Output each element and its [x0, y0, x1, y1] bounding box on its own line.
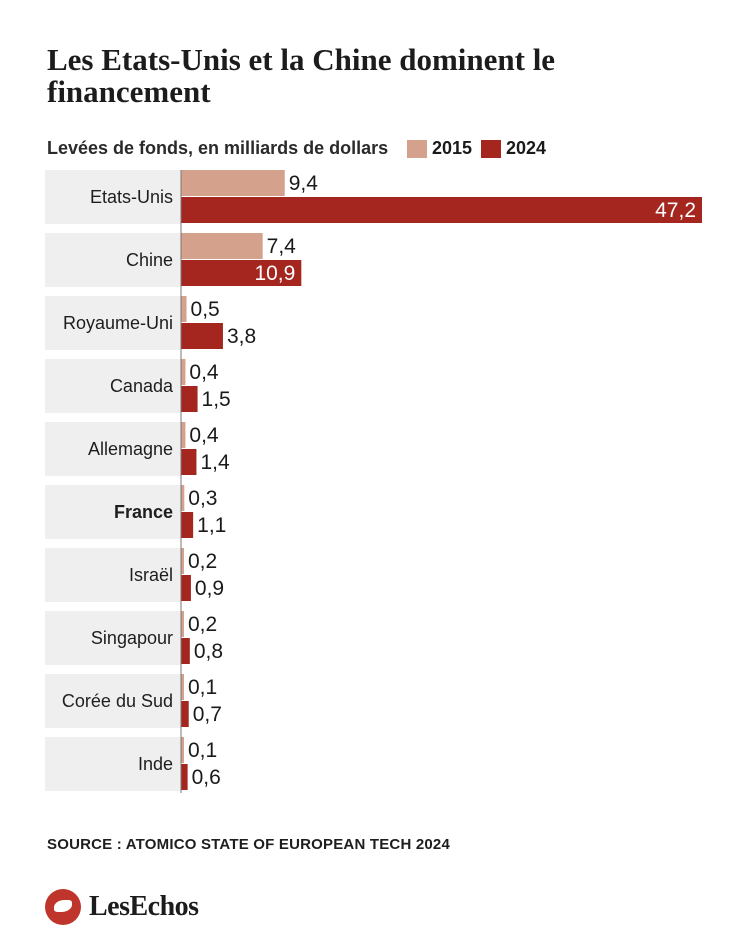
value-label-2024-royaume-uni: 3,8	[227, 325, 256, 348]
value-label-2024-chine: 10,9	[254, 262, 295, 285]
value-label-2024-singapour: 0,8	[194, 640, 223, 663]
bar-2024-france	[181, 512, 194, 538]
bar-2024-royaume-uni	[181, 323, 223, 349]
row-band-canada	[45, 359, 181, 413]
row-band-chine	[45, 233, 181, 287]
value-label-2024-canada: 1,5	[202, 388, 231, 411]
bar-2015-canada	[181, 359, 186, 385]
bar-2024-coree-du-sud	[181, 701, 189, 727]
value-label-2015-coree-du-sud: 0,1	[188, 676, 217, 699]
bar-2015-coree-du-sud	[181, 674, 184, 700]
value-label-2024-inde: 0,6	[192, 766, 221, 789]
bar-2024-allemagne	[181, 449, 197, 475]
value-label-2015-singapour: 0,2	[188, 613, 217, 636]
legend-item-2015: 2015	[407, 138, 472, 159]
category-label-israel: Israël	[129, 565, 173, 585]
bar-2024-inde	[181, 764, 188, 790]
legend-swatch-2015	[407, 139, 427, 158]
chart-subtitle: Levées de fonds, en milliards de dollars	[47, 138, 389, 158]
echos-bird-icon	[45, 889, 81, 925]
category-label-inde: Inde	[138, 754, 173, 774]
value-label-2024-allemagne: 1,4	[200, 451, 230, 474]
bar-2015-inde	[181, 737, 184, 763]
chart-title: Les Etats-Unis et la Chine dominent le f…	[47, 42, 556, 109]
value-label-2015-allemagne: 0,4	[189, 424, 219, 447]
value-label-2024-etats-unis: 47,2	[655, 199, 696, 222]
source-note: SOURCE : ATOMICO STATE OF EUROPEAN TECH …	[47, 836, 451, 853]
category-label-allemagne: Allemagne	[88, 439, 173, 459]
row-band-coree-du-sud	[45, 674, 181, 728]
bar-2015-allemagne	[181, 422, 186, 448]
row-band-etats-unis	[45, 170, 181, 224]
row-band-royaume-uni	[45, 296, 181, 350]
bar-2015-etats-unis	[181, 170, 285, 196]
category-label-coree-du-sud: Corée du Sud	[62, 691, 173, 711]
les-echos-logo: LesEchos	[45, 889, 199, 925]
category-label-canada: Canada	[110, 376, 174, 396]
bar-2024-singapour	[181, 638, 190, 664]
row-band-inde	[45, 737, 181, 791]
value-label-2024-france: 1,1	[197, 514, 226, 537]
bar-2024-chine	[181, 260, 302, 286]
value-label-2015-royaume-uni: 0,5	[191, 298, 220, 321]
logo-wordmark: LesEchos	[89, 891, 199, 922]
value-label-2015-canada: 0,4	[189, 361, 219, 384]
value-label-2015-israel: 0,2	[188, 550, 217, 573]
bar-2015-france	[181, 485, 185, 511]
row-band-allemagne	[45, 422, 181, 476]
row-band-singapour	[45, 611, 181, 665]
value-label-2015-inde: 0,1	[188, 739, 217, 762]
row-band-israel	[45, 548, 181, 602]
legend-swatch-2024	[481, 139, 501, 158]
bar-2024-israel	[181, 575, 191, 601]
row-band-france	[45, 485, 181, 539]
category-label-royaume-uni: Royaume-Uni	[63, 313, 173, 333]
value-label-2015-chine: 7,4	[267, 235, 297, 258]
bar-2015-chine	[181, 233, 263, 259]
bar-2024-canada	[181, 386, 198, 412]
category-label-france: France	[114, 502, 173, 522]
value-label-2015-etats-unis: 9,4	[289, 172, 319, 195]
bar-2015-israel	[181, 548, 184, 574]
value-label-2015-france: 0,3	[188, 487, 217, 510]
category-label-singapour: Singapour	[91, 628, 173, 648]
bar-2024-etats-unis	[181, 197, 702, 223]
category-label-etats-unis: Etats-Unis	[90, 187, 173, 207]
bar-2015-singapour	[181, 611, 184, 637]
legend-label-2024: 2024	[506, 138, 547, 158]
legend-item-2024: 2024	[481, 138, 546, 159]
legend-label-2015: 2015	[432, 138, 473, 158]
category-label-chine: Chine	[126, 250, 173, 270]
value-label-2024-israel: 0,9	[195, 577, 224, 600]
value-label-2024-coree-du-sud: 0,7	[193, 703, 222, 726]
bar-2015-royaume-uni	[181, 296, 187, 322]
